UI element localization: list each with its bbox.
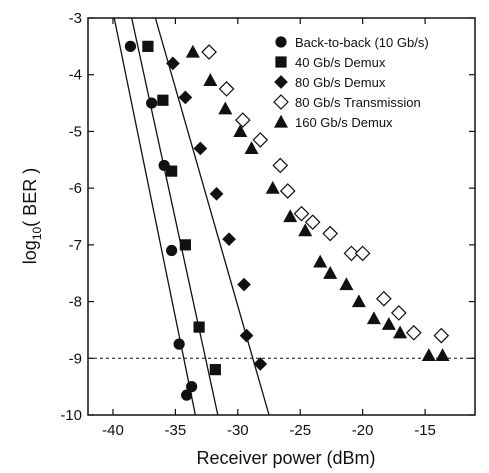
data-point — [293, 205, 310, 222]
data-point — [265, 180, 280, 194]
legend-label: 80 Gb/s Transmission — [295, 95, 421, 110]
data-point — [313, 254, 328, 268]
legend-marker — [273, 94, 289, 110]
data-point — [239, 328, 254, 343]
y-tick-label: -9 — [69, 350, 82, 367]
y-axis-ticks: -10 -9 -8 -7 -6 -5 -4 -3 — [60, 10, 475, 424]
data-point — [253, 357, 268, 371]
y-tick-label: -10 — [60, 407, 82, 424]
data-point — [193, 321, 205, 333]
data-point — [343, 245, 360, 262]
data-point — [252, 132, 269, 148]
data-point — [173, 338, 185, 350]
data-point — [244, 141, 259, 155]
data-point — [218, 101, 233, 115]
data-point — [323, 265, 338, 279]
legend-marker — [275, 36, 287, 48]
data-point — [186, 381, 198, 393]
x-tick-label: -30 — [227, 422, 249, 439]
y-tick-label: -7 — [69, 237, 82, 254]
data-point — [272, 157, 289, 174]
y-tick-label: -4 — [69, 67, 82, 84]
data-point — [185, 44, 200, 58]
y-tick-label: -8 — [69, 294, 82, 311]
data-point — [203, 73, 218, 86]
data-point — [298, 223, 313, 237]
data-point — [166, 56, 180, 71]
data-point — [304, 214, 321, 231]
legend-marker — [275, 56, 287, 68]
plot-frame — [87, 17, 476, 416]
data-point — [279, 183, 296, 199]
legend-label: 80 Gb/s Demux — [295, 75, 386, 90]
data-point — [405, 324, 422, 341]
y-tick-label: -3 — [69, 10, 82, 27]
legend-label: 160 Gb/s Demux — [295, 115, 393, 130]
data-point — [201, 44, 217, 60]
data-point — [179, 239, 191, 251]
data-point — [124, 40, 137, 52]
legend: Back-to-back (10 Gb/s) 40 Gb/s Demux 80 Gb… — [273, 35, 429, 130]
data-point — [283, 209, 298, 223]
data-point — [393, 325, 408, 339]
data-point — [166, 244, 178, 257]
x-axis-ticks: -40 -35 -30 -25 -20 -15 — [102, 18, 436, 439]
data-point — [193, 141, 208, 156]
data-point — [421, 348, 436, 362]
data-point — [390, 305, 407, 321]
data-point — [339, 277, 354, 291]
y-axis-label-sub: 10 — [30, 226, 44, 240]
data-point — [234, 112, 251, 128]
data-point — [209, 186, 224, 201]
data-point — [322, 225, 339, 242]
fit-line — [154, 17, 270, 416]
legend-label: Back-to-back (10 Gb/s) — [295, 35, 429, 50]
data-point — [435, 348, 450, 362]
data-point — [166, 165, 178, 177]
x-tick-label: -40 — [102, 422, 124, 439]
x-tick-label: -35 — [165, 422, 187, 439]
fit-line — [131, 17, 219, 416]
legend-marker — [274, 75, 288, 89]
data-point — [157, 94, 169, 106]
data-point — [233, 124, 248, 138]
data-point — [218, 81, 235, 97]
x-tick-label: -25 — [289, 422, 311, 439]
legend-marker — [273, 114, 289, 128]
data-point — [237, 277, 251, 292]
y-tick-label: -6 — [69, 180, 82, 197]
fit-lines — [113, 17, 270, 416]
y-axis-label-main: log — [20, 240, 40, 264]
x-tick-label: -20 — [352, 422, 374, 439]
data-point — [222, 232, 236, 247]
data-point — [354, 245, 371, 262]
data-markers — [124, 40, 450, 401]
data-point — [366, 311, 381, 325]
x-tick-label: -15 — [414, 422, 436, 439]
data-point — [433, 327, 450, 344]
data-point — [146, 97, 158, 109]
data-point — [209, 364, 221, 376]
data-point — [351, 294, 366, 308]
y-axis-label-rest: ( BER ) — [20, 168, 40, 227]
y-tick-label: -5 — [69, 123, 82, 140]
legend-label: 40 Gb/s Demux — [295, 55, 386, 70]
fit-line — [113, 17, 196, 416]
data-point — [376, 290, 392, 307]
x-axis-label: Receiver power (dBm) — [196, 448, 375, 468]
y-axis-label: log10( BER ) — [20, 168, 44, 264]
data-point — [178, 90, 193, 105]
data-point — [142, 40, 154, 52]
data-point — [181, 389, 193, 401]
data-point — [381, 317, 396, 330]
